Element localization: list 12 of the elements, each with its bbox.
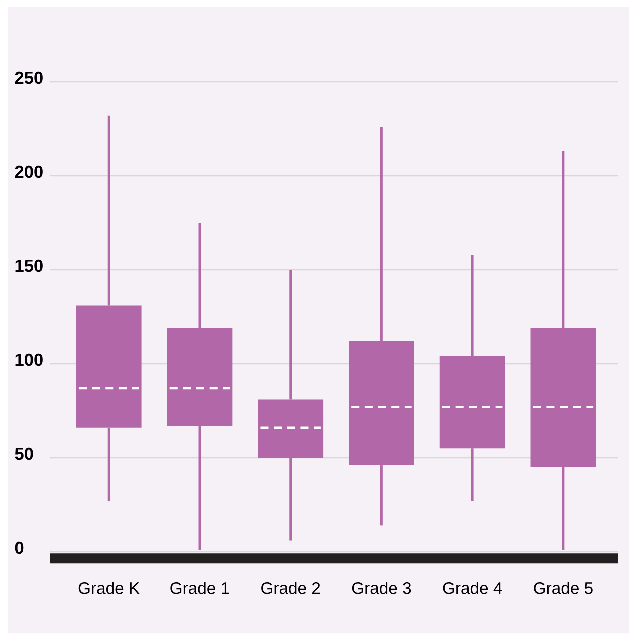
y-tick-label: 50 (15, 448, 34, 460)
x-tick-label: Grade 5 (534, 582, 593, 594)
x-tick-label: Grade 4 (443, 582, 502, 594)
x-tick-label: Grade K (78, 582, 140, 594)
x-tick-label: Grade 1 (170, 582, 230, 594)
y-tick-label: 200 (15, 166, 43, 178)
y-tick-label: 0 (15, 542, 24, 554)
y-tick-label: 150 (16, 260, 43, 272)
x-tick-label: Grade 2 (262, 582, 320, 594)
y-tick-label: 250 (15, 72, 43, 84)
y-tick-label: 100 (16, 354, 43, 366)
x-tick-label: Grade 3 (352, 582, 412, 594)
